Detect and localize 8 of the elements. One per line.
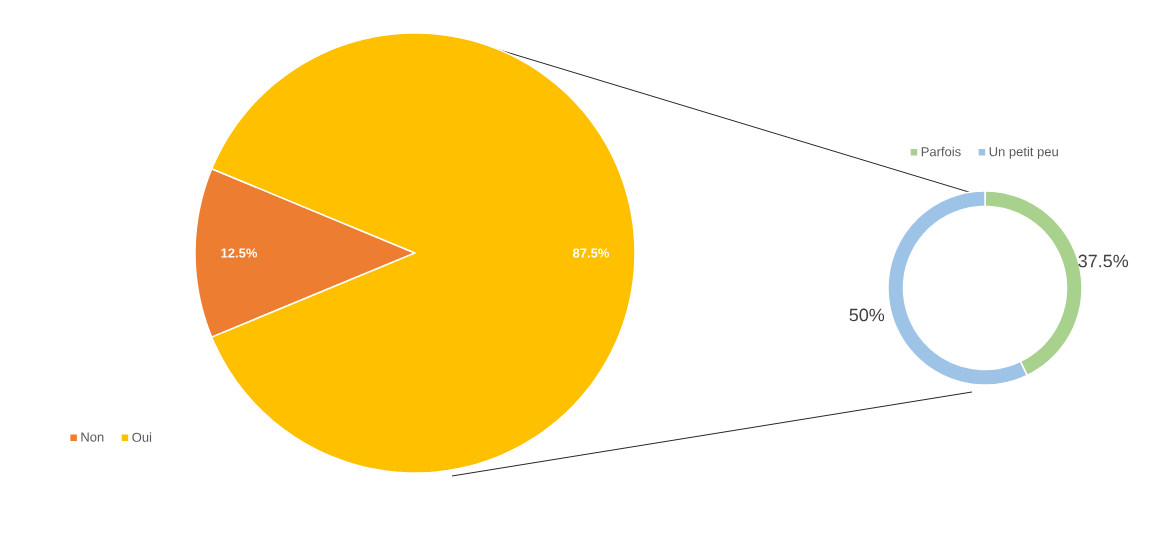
data-label: 12.5% — [221, 248, 258, 258]
legend-label: Oui — [132, 432, 152, 442]
legend-label: Non — [81, 432, 104, 442]
data-label: 37.5% — [1078, 254, 1129, 268]
data-label: 50% — [849, 308, 885, 322]
legend-label: Un petit peu — [989, 146, 1058, 159]
legend-label: Parfois — [921, 146, 961, 157]
data-label: 87.5% — [572, 248, 610, 258]
